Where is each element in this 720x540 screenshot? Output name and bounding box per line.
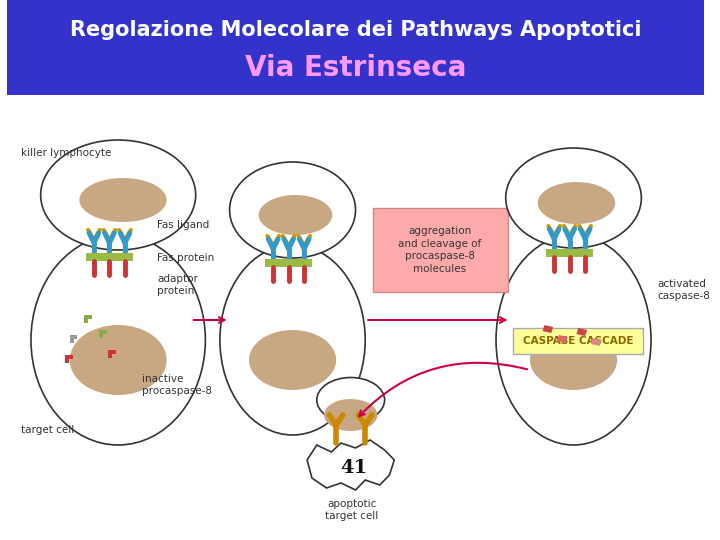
FancyBboxPatch shape — [6, 0, 704, 94]
Ellipse shape — [70, 325, 166, 395]
FancyBboxPatch shape — [513, 328, 643, 354]
Ellipse shape — [324, 399, 377, 431]
Polygon shape — [577, 328, 587, 336]
Polygon shape — [65, 355, 73, 363]
FancyBboxPatch shape — [546, 249, 562, 257]
Ellipse shape — [79, 178, 166, 222]
Ellipse shape — [249, 330, 336, 390]
FancyBboxPatch shape — [281, 259, 297, 267]
Polygon shape — [543, 325, 553, 333]
FancyBboxPatch shape — [373, 208, 508, 292]
Polygon shape — [557, 335, 567, 343]
Polygon shape — [307, 440, 395, 490]
Ellipse shape — [258, 195, 333, 235]
Polygon shape — [84, 315, 92, 323]
Polygon shape — [109, 350, 116, 358]
FancyBboxPatch shape — [86, 253, 102, 261]
Text: CASPASE CASCADE: CASPASE CASCADE — [523, 336, 634, 346]
Text: aggregation
and cleavage of
procaspase-8
molecules: aggregation and cleavage of procaspase-8… — [398, 226, 482, 274]
Text: apoptotic
target cell: apoptotic target cell — [325, 499, 378, 521]
Ellipse shape — [496, 235, 651, 445]
Text: Fas ligand: Fas ligand — [157, 220, 210, 230]
Ellipse shape — [530, 330, 617, 390]
Text: inactive
procaspase-8: inactive procaspase-8 — [143, 374, 212, 396]
Text: activated
caspase-8: activated caspase-8 — [658, 279, 711, 301]
Polygon shape — [70, 335, 78, 343]
Text: 41: 41 — [340, 459, 367, 477]
FancyBboxPatch shape — [577, 249, 593, 257]
Ellipse shape — [505, 148, 642, 248]
Text: Fas protein: Fas protein — [157, 253, 214, 263]
Text: killer lymphocyte: killer lymphocyte — [22, 148, 112, 158]
Polygon shape — [99, 330, 107, 338]
Ellipse shape — [31, 235, 205, 445]
Text: Regolazione Molecolare dei Pathways Apoptotici: Regolazione Molecolare dei Pathways Apop… — [70, 20, 642, 40]
Text: adaptor
protein: adaptor protein — [157, 274, 198, 296]
Text: target cell: target cell — [22, 425, 75, 435]
FancyBboxPatch shape — [102, 253, 117, 261]
Ellipse shape — [40, 140, 196, 250]
FancyBboxPatch shape — [297, 259, 312, 267]
Polygon shape — [591, 338, 602, 346]
FancyBboxPatch shape — [117, 253, 132, 261]
Ellipse shape — [230, 162, 356, 258]
Ellipse shape — [538, 182, 615, 224]
FancyBboxPatch shape — [562, 249, 577, 257]
Ellipse shape — [317, 377, 384, 422]
FancyBboxPatch shape — [266, 259, 281, 267]
Ellipse shape — [220, 245, 365, 435]
Text: Via Estrinseca: Via Estrinseca — [245, 54, 467, 82]
